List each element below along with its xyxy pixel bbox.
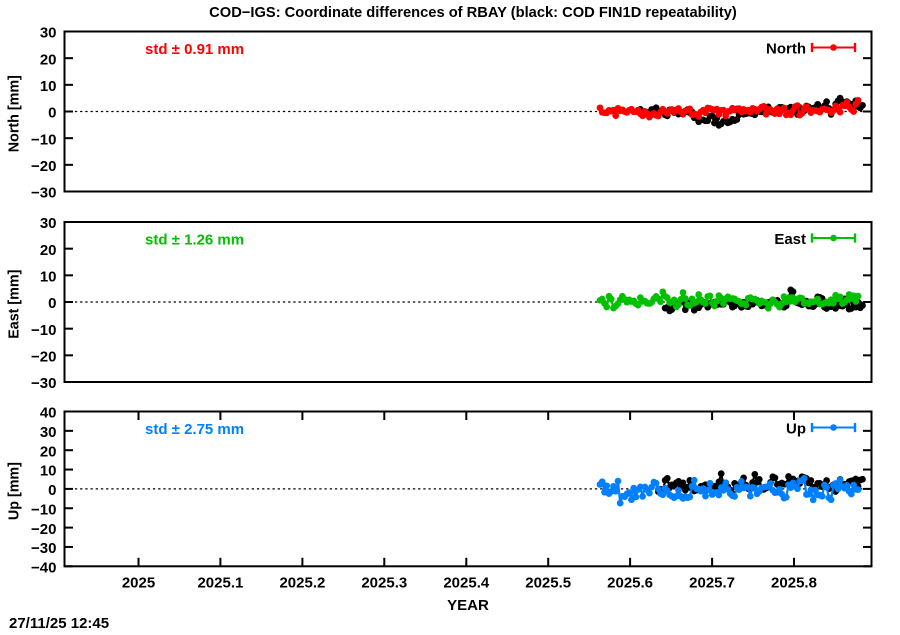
svg-text:10: 10: [40, 463, 57, 480]
svg-text:2025.7: 2025.7: [689, 575, 735, 592]
svg-text:2025.1: 2025.1: [197, 575, 243, 592]
svg-text:−30: −30: [31, 375, 56, 392]
svg-text:2025.5: 2025.5: [525, 575, 571, 592]
svg-text:YEAR: YEAR: [447, 597, 489, 614]
svg-text:Up: Up: [786, 421, 806, 438]
svg-text:−30: −30: [31, 540, 56, 557]
svg-text:−30: −30: [31, 185, 56, 202]
svg-text:std ± 1.26 mm: std ± 1.26 mm: [145, 231, 244, 248]
svg-text:2025.6: 2025.6: [607, 575, 653, 592]
svg-text:20: 20: [40, 443, 57, 460]
svg-text:Up [mm]: Up [mm]: [7, 462, 23, 520]
svg-text:std ± 2.75 mm: std ± 2.75 mm: [145, 421, 244, 438]
svg-text:27/11/25 12:45: 27/11/25 12:45: [9, 615, 109, 630]
svg-text:−20: −20: [31, 349, 56, 366]
svg-text:East [mm]: East [mm]: [7, 270, 23, 339]
svg-text:−10: −10: [31, 502, 56, 519]
svg-text:2025.4: 2025.4: [443, 575, 490, 592]
svg-text:20: 20: [40, 51, 57, 68]
svg-text:2025: 2025: [122, 575, 155, 592]
svg-text:0: 0: [48, 105, 56, 122]
svg-text:10: 10: [40, 78, 57, 95]
svg-text:2025.3: 2025.3: [361, 575, 407, 592]
svg-text:std ± 0.91 mm: std ± 0.91 mm: [145, 41, 244, 58]
svg-text:East: East: [774, 231, 806, 248]
svg-text:2025.8: 2025.8: [771, 575, 817, 592]
svg-text:−10: −10: [31, 322, 56, 339]
svg-text:0: 0: [48, 295, 56, 312]
svg-text:40: 40: [40, 405, 57, 422]
svg-text:0: 0: [48, 482, 56, 499]
svg-text:−20: −20: [31, 521, 56, 538]
svg-text:10: 10: [40, 269, 57, 286]
svg-text:30: 30: [40, 424, 57, 441]
svg-text:COD−IGS: Coordinate difference: COD−IGS: Coordinate differences of RBAY …: [209, 5, 737, 21]
svg-text:30: 30: [40, 215, 57, 232]
svg-text:−40: −40: [31, 560, 56, 577]
svg-text:20: 20: [40, 242, 57, 259]
svg-text:−10: −10: [31, 131, 56, 148]
svg-text:North: North: [766, 41, 806, 58]
svg-text:2025.2: 2025.2: [279, 575, 325, 592]
svg-text:North [mm]: North [mm]: [7, 75, 23, 152]
svg-text:−20: −20: [31, 158, 56, 175]
svg-text:30: 30: [40, 25, 57, 42]
